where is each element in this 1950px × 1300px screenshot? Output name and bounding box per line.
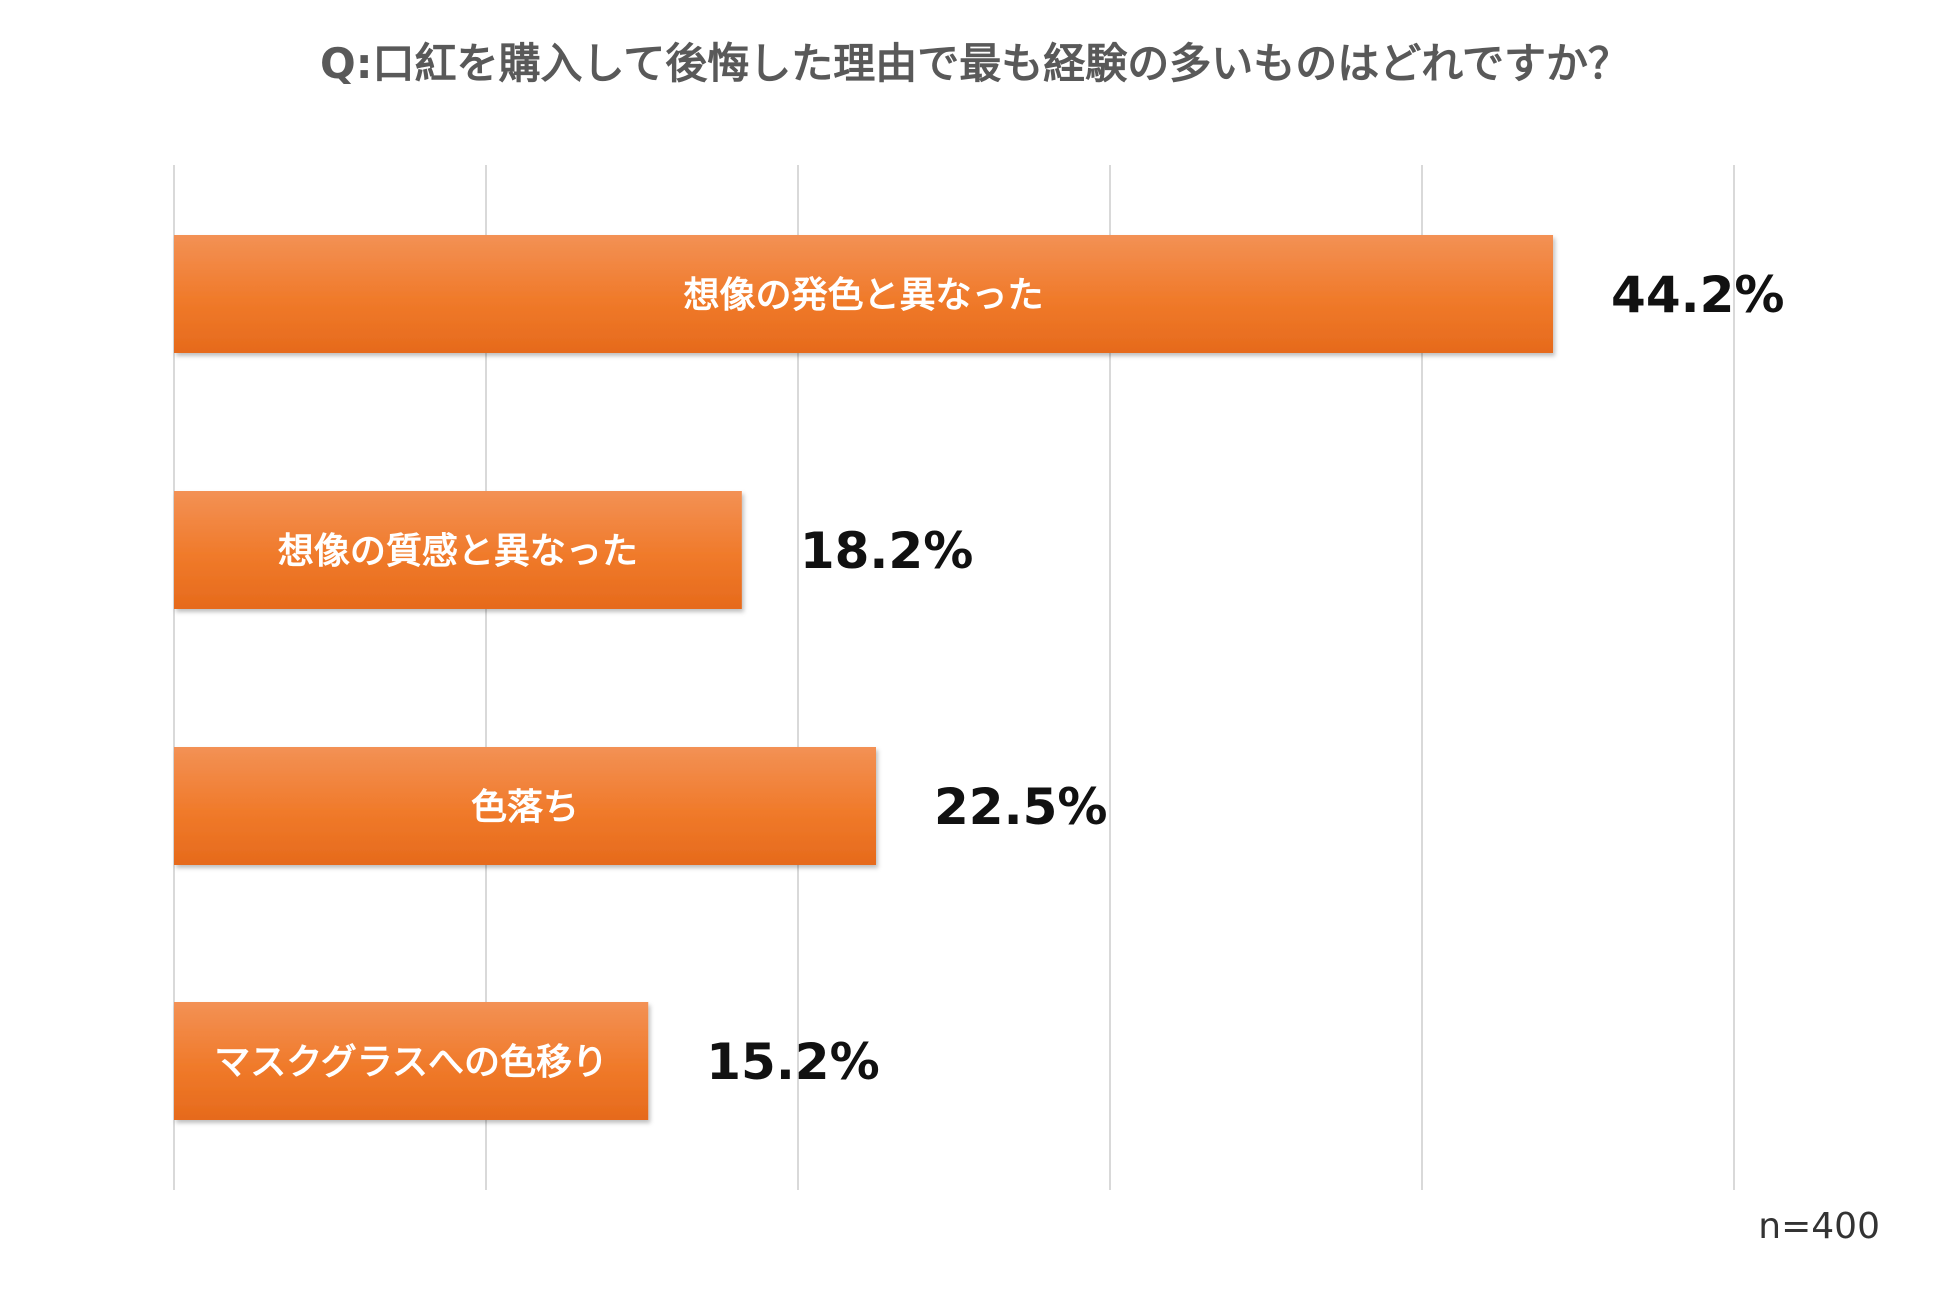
bar [174,1002,649,1120]
bar-category-label: マスクグラスへの色移り [214,1042,608,1083]
bar-value-label: 18.2% [800,522,973,580]
bars [174,235,1554,1120]
sample-size-note: n=400 [1758,1206,1880,1247]
bar-value-label: 15.2% [706,1033,879,1091]
bar-value-labels: 44.2% 18.2% 22.5% 15.2% [706,266,1784,1091]
bar [174,491,742,609]
bar [174,747,876,865]
bar-value-label: 22.5% [934,778,1107,836]
bar-category-label: 色落ち [471,787,579,828]
chart-title: Q:口紅を購入して後悔した理由で最も経験の多いものはどれですか？ [320,39,1630,88]
bar [174,235,1554,353]
bar-value-label: 44.2% [1611,266,1784,324]
bar-category-label: 想像の質感と異なった [278,531,638,572]
bar-category-label: 想像の発色と異なった [684,275,1044,316]
